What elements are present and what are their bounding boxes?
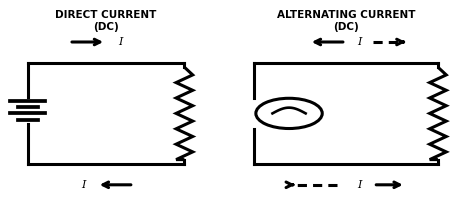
Text: I: I: [357, 180, 362, 190]
Text: I: I: [81, 180, 85, 190]
Text: DIRECT CURRENT
(DC): DIRECT CURRENT (DC): [55, 10, 157, 32]
Text: I: I: [118, 37, 122, 47]
Text: I: I: [357, 37, 362, 47]
Text: ALTERNATING CURRENT
(DC): ALTERNATING CURRENT (DC): [277, 10, 415, 32]
